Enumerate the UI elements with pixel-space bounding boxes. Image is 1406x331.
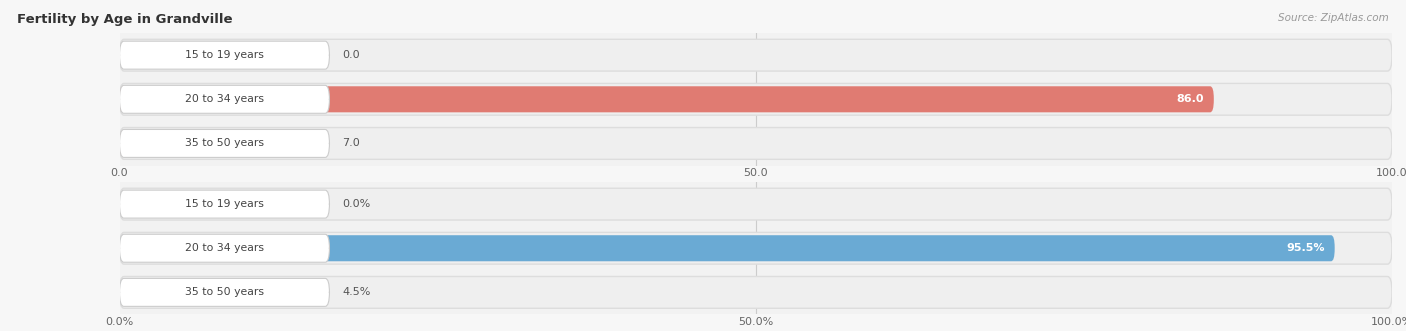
FancyBboxPatch shape bbox=[120, 129, 329, 158]
FancyBboxPatch shape bbox=[120, 190, 329, 218]
Text: Source: ZipAtlas.com: Source: ZipAtlas.com bbox=[1278, 13, 1389, 23]
Text: 86.0: 86.0 bbox=[1177, 94, 1204, 104]
FancyBboxPatch shape bbox=[120, 188, 1392, 220]
Text: Fertility by Age in Grandville: Fertility by Age in Grandville bbox=[17, 13, 232, 26]
Text: 20 to 34 years: 20 to 34 years bbox=[186, 94, 264, 104]
Text: 95.5%: 95.5% bbox=[1286, 243, 1324, 253]
Text: 35 to 50 years: 35 to 50 years bbox=[186, 138, 264, 148]
FancyBboxPatch shape bbox=[120, 232, 1392, 264]
Text: 0.0: 0.0 bbox=[342, 50, 360, 60]
FancyBboxPatch shape bbox=[120, 278, 329, 307]
FancyBboxPatch shape bbox=[120, 235, 1334, 261]
FancyBboxPatch shape bbox=[120, 85, 329, 113]
FancyBboxPatch shape bbox=[120, 127, 1392, 159]
FancyBboxPatch shape bbox=[120, 279, 177, 306]
FancyBboxPatch shape bbox=[120, 86, 1213, 112]
FancyBboxPatch shape bbox=[120, 83, 1392, 115]
FancyBboxPatch shape bbox=[120, 39, 1392, 71]
FancyBboxPatch shape bbox=[120, 234, 329, 262]
Text: 35 to 50 years: 35 to 50 years bbox=[186, 287, 264, 297]
Text: 0.0%: 0.0% bbox=[342, 199, 370, 209]
Text: 7.0: 7.0 bbox=[342, 138, 360, 148]
Text: 15 to 19 years: 15 to 19 years bbox=[186, 199, 264, 209]
Text: 4.5%: 4.5% bbox=[342, 287, 371, 297]
FancyBboxPatch shape bbox=[120, 130, 208, 157]
Text: 15 to 19 years: 15 to 19 years bbox=[186, 50, 264, 60]
Text: 20 to 34 years: 20 to 34 years bbox=[186, 243, 264, 253]
FancyBboxPatch shape bbox=[120, 276, 1392, 308]
FancyBboxPatch shape bbox=[120, 41, 329, 69]
